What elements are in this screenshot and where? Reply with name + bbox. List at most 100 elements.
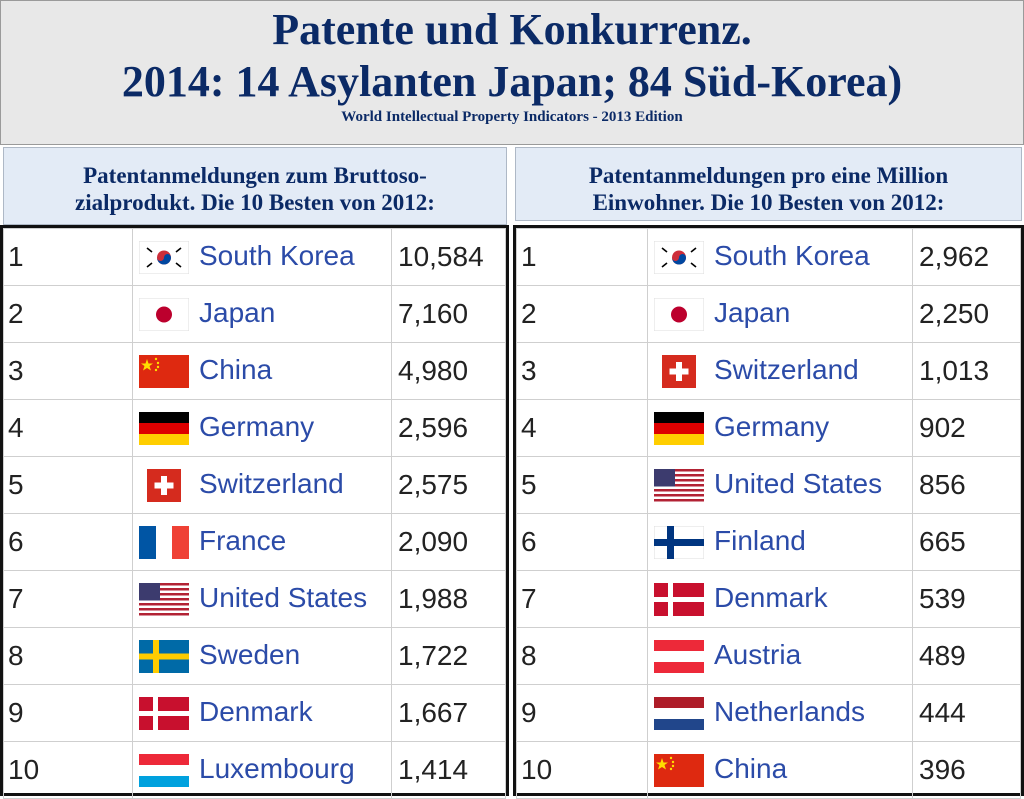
country-link[interactable]: United States [199, 581, 368, 613]
rank-cell: 7 [3, 570, 133, 628]
country-link[interactable]: South Korea [199, 239, 355, 271]
value-cell: 1,667 [391, 684, 506, 742]
value-cell: 2,575 [391, 456, 506, 514]
country-link[interactable]: China [199, 353, 273, 385]
switzerland-flag-icon [654, 355, 704, 389]
rank-cell: 9 [516, 684, 648, 742]
country-cell: Japan [647, 285, 913, 343]
country-cell: Denmark [647, 570, 913, 628]
country-link[interactable]: Denmark [199, 695, 313, 727]
country-link[interactable]: South Korea [714, 239, 870, 271]
table-row: 3 Switzerland 1,013 [516, 342, 1021, 400]
country-link[interactable]: Finland [714, 524, 806, 556]
france-flag-icon [139, 526, 189, 560]
table-row: 2 Japan 7,160 [3, 285, 506, 343]
rank-cell: 6 [3, 513, 133, 571]
value-cell: 396 [912, 741, 1021, 799]
table-row: 10 China 396 [516, 741, 1021, 799]
country-cell: Germany [132, 399, 392, 457]
country-link[interactable]: Germany [199, 410, 315, 442]
table-row: 9 Denmark 1,667 [3, 684, 506, 742]
country-link[interactable]: Austria [714, 638, 802, 670]
country-cell: China [132, 342, 392, 400]
country-link[interactable]: Japan [199, 296, 276, 328]
country-cell: Finland [647, 513, 913, 571]
rank-cell: 1 [3, 228, 133, 286]
china-flag-icon [654, 754, 704, 788]
country-cell: Sweden [132, 627, 392, 685]
country-link[interactable]: Japan [714, 296, 791, 328]
rank-cell: 8 [516, 627, 648, 685]
left-ranking-table: 1 South Korea 10,584 2 Japan 7,160 3 China 4,980… [0, 225, 509, 799]
country-cell: United States [132, 570, 392, 628]
table-row: 5 Switzerland 2,575 [3, 456, 506, 514]
left-caption-line1: Patentanmeldungen zum Bruttoso- [83, 163, 427, 188]
left-caption-line2: zialprodukt. Die 10 Besten von 2012: [75, 190, 435, 215]
table-row: 3 China 4,980 [3, 342, 506, 400]
header: Patente und Konkurrenz. 2014: 14 Asylant… [0, 0, 1024, 145]
value-cell: 665 [912, 513, 1021, 571]
table-row: 4 Germany 2,596 [3, 399, 506, 457]
value-cell: 489 [912, 627, 1021, 685]
value-cell: 7,160 [391, 285, 506, 343]
right-caption-line2: Einwohner. Die 10 Besten von 2012: [592, 190, 945, 215]
country-link[interactable]: United States [714, 467, 883, 499]
source-note: World Intellectual Property Indicators -… [341, 109, 683, 125]
country-cell: South Korea [647, 228, 913, 286]
country-cell: Germany [647, 399, 913, 457]
rank-cell: 3 [516, 342, 648, 400]
table-row: 6 France 2,090 [3, 513, 506, 571]
south-korea-flag-icon [138, 240, 190, 275]
page-subtitle: 2014: 14 Asylanten Japan; 84 Süd-Korea) [121, 57, 903, 106]
country-cell: Japan [132, 285, 392, 343]
germany-flag-icon [654, 412, 704, 446]
value-cell: 2,090 [391, 513, 506, 571]
table-row: 6 Finland 665 [516, 513, 1021, 571]
austria-flag-icon [654, 640, 704, 674]
table-row: 1 South Korea 2,962 [516, 228, 1021, 286]
table-row: 10 Luxembourg 1,414 [3, 741, 506, 799]
value-cell: 2,596 [391, 399, 506, 457]
rank-cell: 10 [3, 741, 133, 799]
right-table-caption: Patentanmeldungen pro eine Million Einwo… [515, 147, 1022, 221]
table-row: 9 Netherlands 444 [516, 684, 1021, 742]
country-link[interactable]: Sweden [199, 638, 301, 670]
country-cell: United States [647, 456, 913, 514]
japan-flag-icon [138, 297, 190, 332]
country-cell: Switzerland [132, 456, 392, 514]
table-row: 4 Germany 902 [516, 399, 1021, 457]
country-link[interactable]: China [714, 752, 788, 784]
country-link[interactable]: Netherlands [714, 695, 865, 727]
japan-flag-icon [653, 297, 705, 332]
switzerland-flag-icon [139, 469, 189, 503]
country-link[interactable]: Luxembourg [199, 752, 355, 784]
page-title: Patente und Konkurrenz. [272, 5, 752, 54]
value-cell: 1,013 [912, 342, 1021, 400]
luxembourg-flag-icon [139, 754, 189, 788]
country-link[interactable]: Switzerland [199, 467, 344, 499]
china-flag-icon [139, 355, 189, 389]
table-row: 2 Japan 2,250 [516, 285, 1021, 343]
rank-cell: 2 [516, 285, 648, 343]
value-cell: 856 [912, 456, 1021, 514]
united-states-flag-icon [139, 583, 189, 617]
country-cell: Switzerland [647, 342, 913, 400]
table-row: 8 Sweden 1,722 [3, 627, 506, 685]
value-cell: 902 [912, 399, 1021, 457]
south-korea-flag-icon [653, 240, 705, 275]
country-cell: South Korea [132, 228, 392, 286]
united-states-flag-icon [654, 469, 704, 503]
country-link[interactable]: Germany [714, 410, 830, 442]
right-caption-line1: Patentanmeldungen pro eine Million [588, 163, 949, 188]
value-cell: 2,962 [912, 228, 1021, 286]
left-table-caption: Patentanmeldungen zum Bruttoso- zialprod… [3, 147, 507, 225]
rank-cell: 4 [516, 399, 648, 457]
rank-cell: 5 [3, 456, 133, 514]
country-link[interactable]: Denmark [714, 581, 828, 613]
value-cell: 539 [912, 570, 1021, 628]
country-link[interactable]: Switzerland [714, 353, 859, 385]
country-link[interactable]: France [199, 524, 287, 556]
value-cell: 1,988 [391, 570, 506, 628]
rank-cell: 10 [516, 741, 648, 799]
rank-cell: 6 [516, 513, 648, 571]
